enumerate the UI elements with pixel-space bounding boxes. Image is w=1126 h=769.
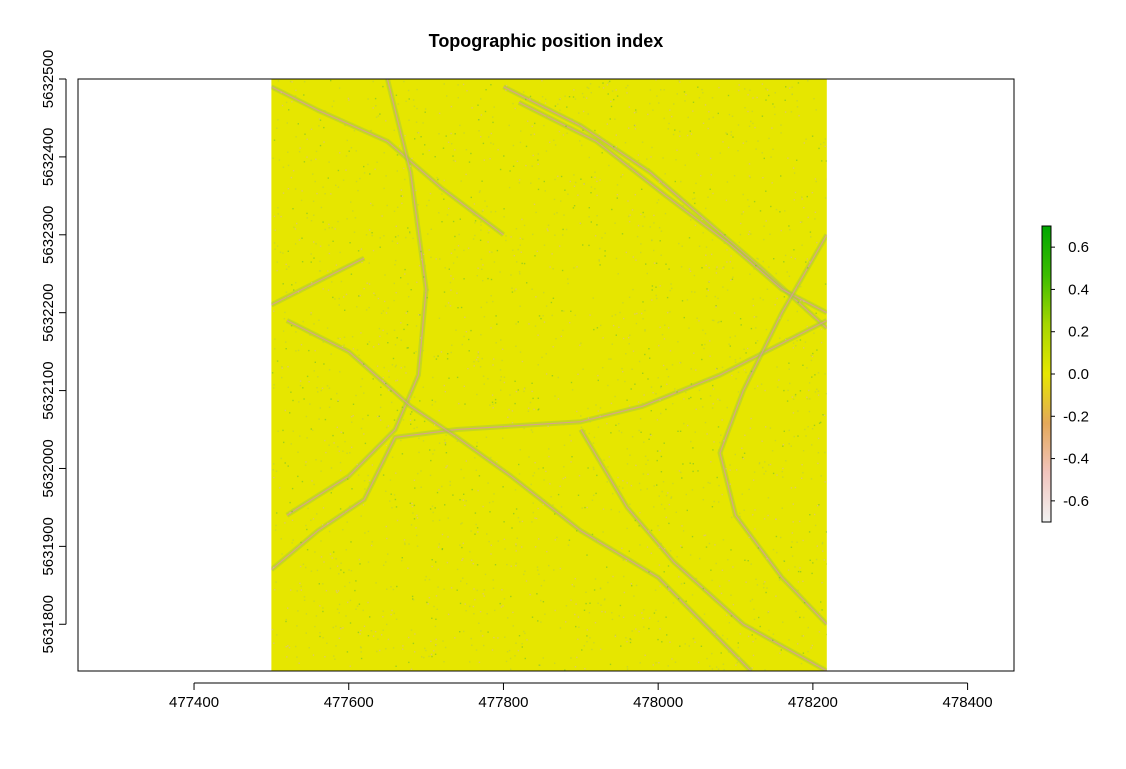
- x-tick-label: 477400: [169, 694, 219, 711]
- y-tick-label: 5632100: [40, 361, 57, 419]
- legend-color-bar: [1041, 225, 1052, 523]
- terrain-channel-edge-0: [271, 86, 504, 236]
- terrain-channel-edge-6: [580, 429, 827, 671]
- y-tick-label: 5632500: [40, 50, 57, 108]
- legend-tick-label: 0.0: [1068, 366, 1089, 383]
- legend-tick-label: 0.4: [1068, 281, 1089, 298]
- y-tick-label: 5631900: [40, 517, 57, 575]
- raster-layer: [271, 79, 827, 671]
- terrain-channel-edge-4: [271, 319, 827, 571]
- raster-surface: [271, 79, 827, 671]
- legend-tick-label: 0.2: [1068, 324, 1089, 341]
- y-tick-label: 5632300: [40, 206, 57, 264]
- plot-frame: [77, 78, 1015, 672]
- legend-tick-label: -0.4: [1063, 451, 1089, 468]
- x-tick-label: 477800: [478, 694, 528, 711]
- y-tick-label: 5632000: [40, 439, 57, 497]
- y-tick-label: 5632200: [40, 283, 57, 341]
- terrain-channel-edge-7: [719, 234, 827, 625]
- legend-tick-label: 0.6: [1068, 239, 1089, 256]
- x-tick-label: 478400: [943, 694, 993, 711]
- color-legend: 0.6 0.4 0.2 0.0 -0.2 -0.4 -0.6: [1041, 225, 1089, 523]
- y-tick-label: 5631800: [40, 595, 57, 653]
- legend-tick-label: -0.2: [1063, 408, 1089, 425]
- axes: 477400 477600 477800 478000 478200 478400 5631…: [40, 50, 1015, 711]
- raster-features: [271, 79, 827, 671]
- x-tick-label: 477600: [324, 694, 374, 711]
- raster-texture: [271, 79, 827, 671]
- terrain-channel-edge-3: [518, 101, 827, 314]
- terrain-channel-edge-5: [286, 319, 752, 671]
- legend-tick-label: -0.6: [1063, 493, 1089, 510]
- y-tick-label: 5632400: [40, 128, 57, 186]
- x-tick-label: 478200: [788, 694, 838, 711]
- chart-title: Topographic position index: [429, 31, 664, 51]
- x-tick-label: 478000: [633, 694, 683, 711]
